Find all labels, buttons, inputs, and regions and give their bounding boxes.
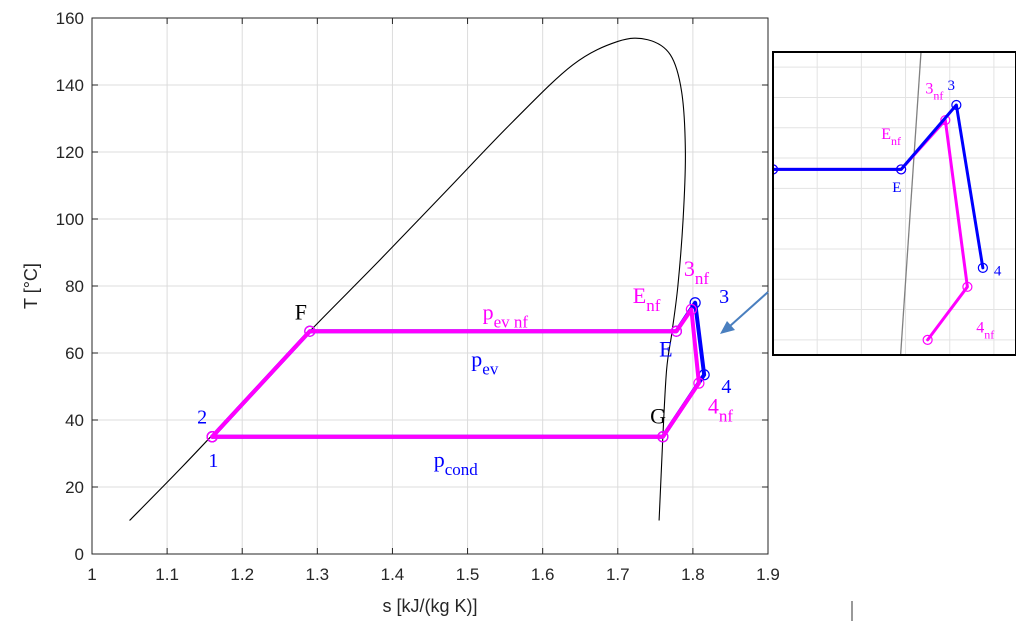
y-tick-label: 80 (65, 277, 84, 296)
cycle-state-marker (896, 164, 907, 175)
cycle-state-marker (922, 334, 933, 345)
annotation-pcond: pcond (434, 447, 479, 479)
annotation-F: F (295, 300, 307, 325)
y-tick-label: 40 (65, 411, 84, 430)
zoom-arrow-head (720, 321, 735, 334)
cycle-state-marker (951, 99, 962, 111)
annotation-iEnf: Enf (881, 126, 901, 148)
x-tick-label: 1.8 (681, 565, 705, 584)
annotation-E: E (659, 336, 672, 361)
y-tick-label: 100 (56, 210, 84, 229)
annotation-2: 2 (197, 406, 207, 428)
x-tick-label: 1.2 (230, 565, 254, 584)
inset-plot-area (774, 53, 988, 354)
inset-background (773, 52, 1016, 355)
x-tick-label: 1.4 (381, 565, 405, 584)
y-tick-label: 60 (65, 344, 84, 363)
cycle-state-marker (685, 303, 697, 316)
y-tick-label: 140 (56, 76, 84, 95)
cycle-state-marker (774, 164, 779, 175)
y-tick-label: 0 (75, 545, 84, 564)
annotation-i4: 4 (994, 263, 1002, 279)
annotation-i3nf: 3nf (925, 81, 943, 103)
x-tick-label: 1 (87, 565, 96, 584)
x-tick-label: 1.9 (756, 565, 780, 584)
annotation-i3: 3 (948, 78, 956, 94)
y-axis-ticks: 0 20 40 60 80 100 120 140 160 (56, 9, 768, 564)
cycle-state-marker (962, 281, 973, 292)
main-gridlines (92, 18, 768, 554)
cycle-state-marker (206, 431, 218, 443)
annotation-4nf: 4nf (708, 393, 734, 425)
cycle-state-marker (670, 325, 682, 337)
inset-annotations: 3nf 3 Enf E 4 4nf (881, 78, 1002, 341)
annotation-pevnf: pev nf (483, 300, 529, 332)
x-axis-label: s [kJ/(kg K)] (382, 596, 477, 616)
cycle-state-marker (693, 377, 705, 389)
annotation-i4nf: 4nf (976, 319, 994, 341)
x-axis-ticks: 1 1.1 1.2 1.3 1.4 1.5 1.6 1.7 1.8 1.9 (87, 18, 780, 584)
x-tick-label: 1.1 (155, 565, 179, 584)
y-axis-label: T [°C] (21, 263, 41, 309)
inset-frame (772, 51, 1016, 356)
inset-saturation-curve (900, 53, 922, 354)
cycle-state-marker (304, 325, 316, 337)
y-tick-label: 120 (56, 143, 84, 162)
cycle-series-line (774, 103, 985, 270)
cycle-state-marker (977, 262, 988, 273)
zoom-arrow-shaft (729, 291, 769, 327)
annotation-Enf: Enf (633, 283, 661, 315)
x-tick-label: 1.7 (606, 565, 630, 584)
main-plot-area (129, 37, 710, 521)
annotation-1: 1 (208, 450, 218, 472)
y-tick-label: 160 (56, 9, 84, 28)
cycle-series-line (210, 307, 701, 439)
annotation-iE: E (892, 180, 901, 196)
annotation-4: 4 (721, 376, 731, 398)
cycle-state-marker (657, 431, 669, 443)
annotation-3nf: 3nf (684, 256, 710, 288)
cycle-state-marker (689, 297, 701, 309)
x-tick-label: 1.6 (531, 565, 555, 584)
annotation-pev: pev (471, 346, 499, 378)
y-tick-label: 20 (65, 478, 84, 497)
annotation-3: 3 (719, 286, 729, 308)
x-tick-label: 1.3 (306, 565, 330, 584)
x-tick-label: 1.5 (456, 565, 480, 584)
annotation-G: G (650, 403, 666, 428)
